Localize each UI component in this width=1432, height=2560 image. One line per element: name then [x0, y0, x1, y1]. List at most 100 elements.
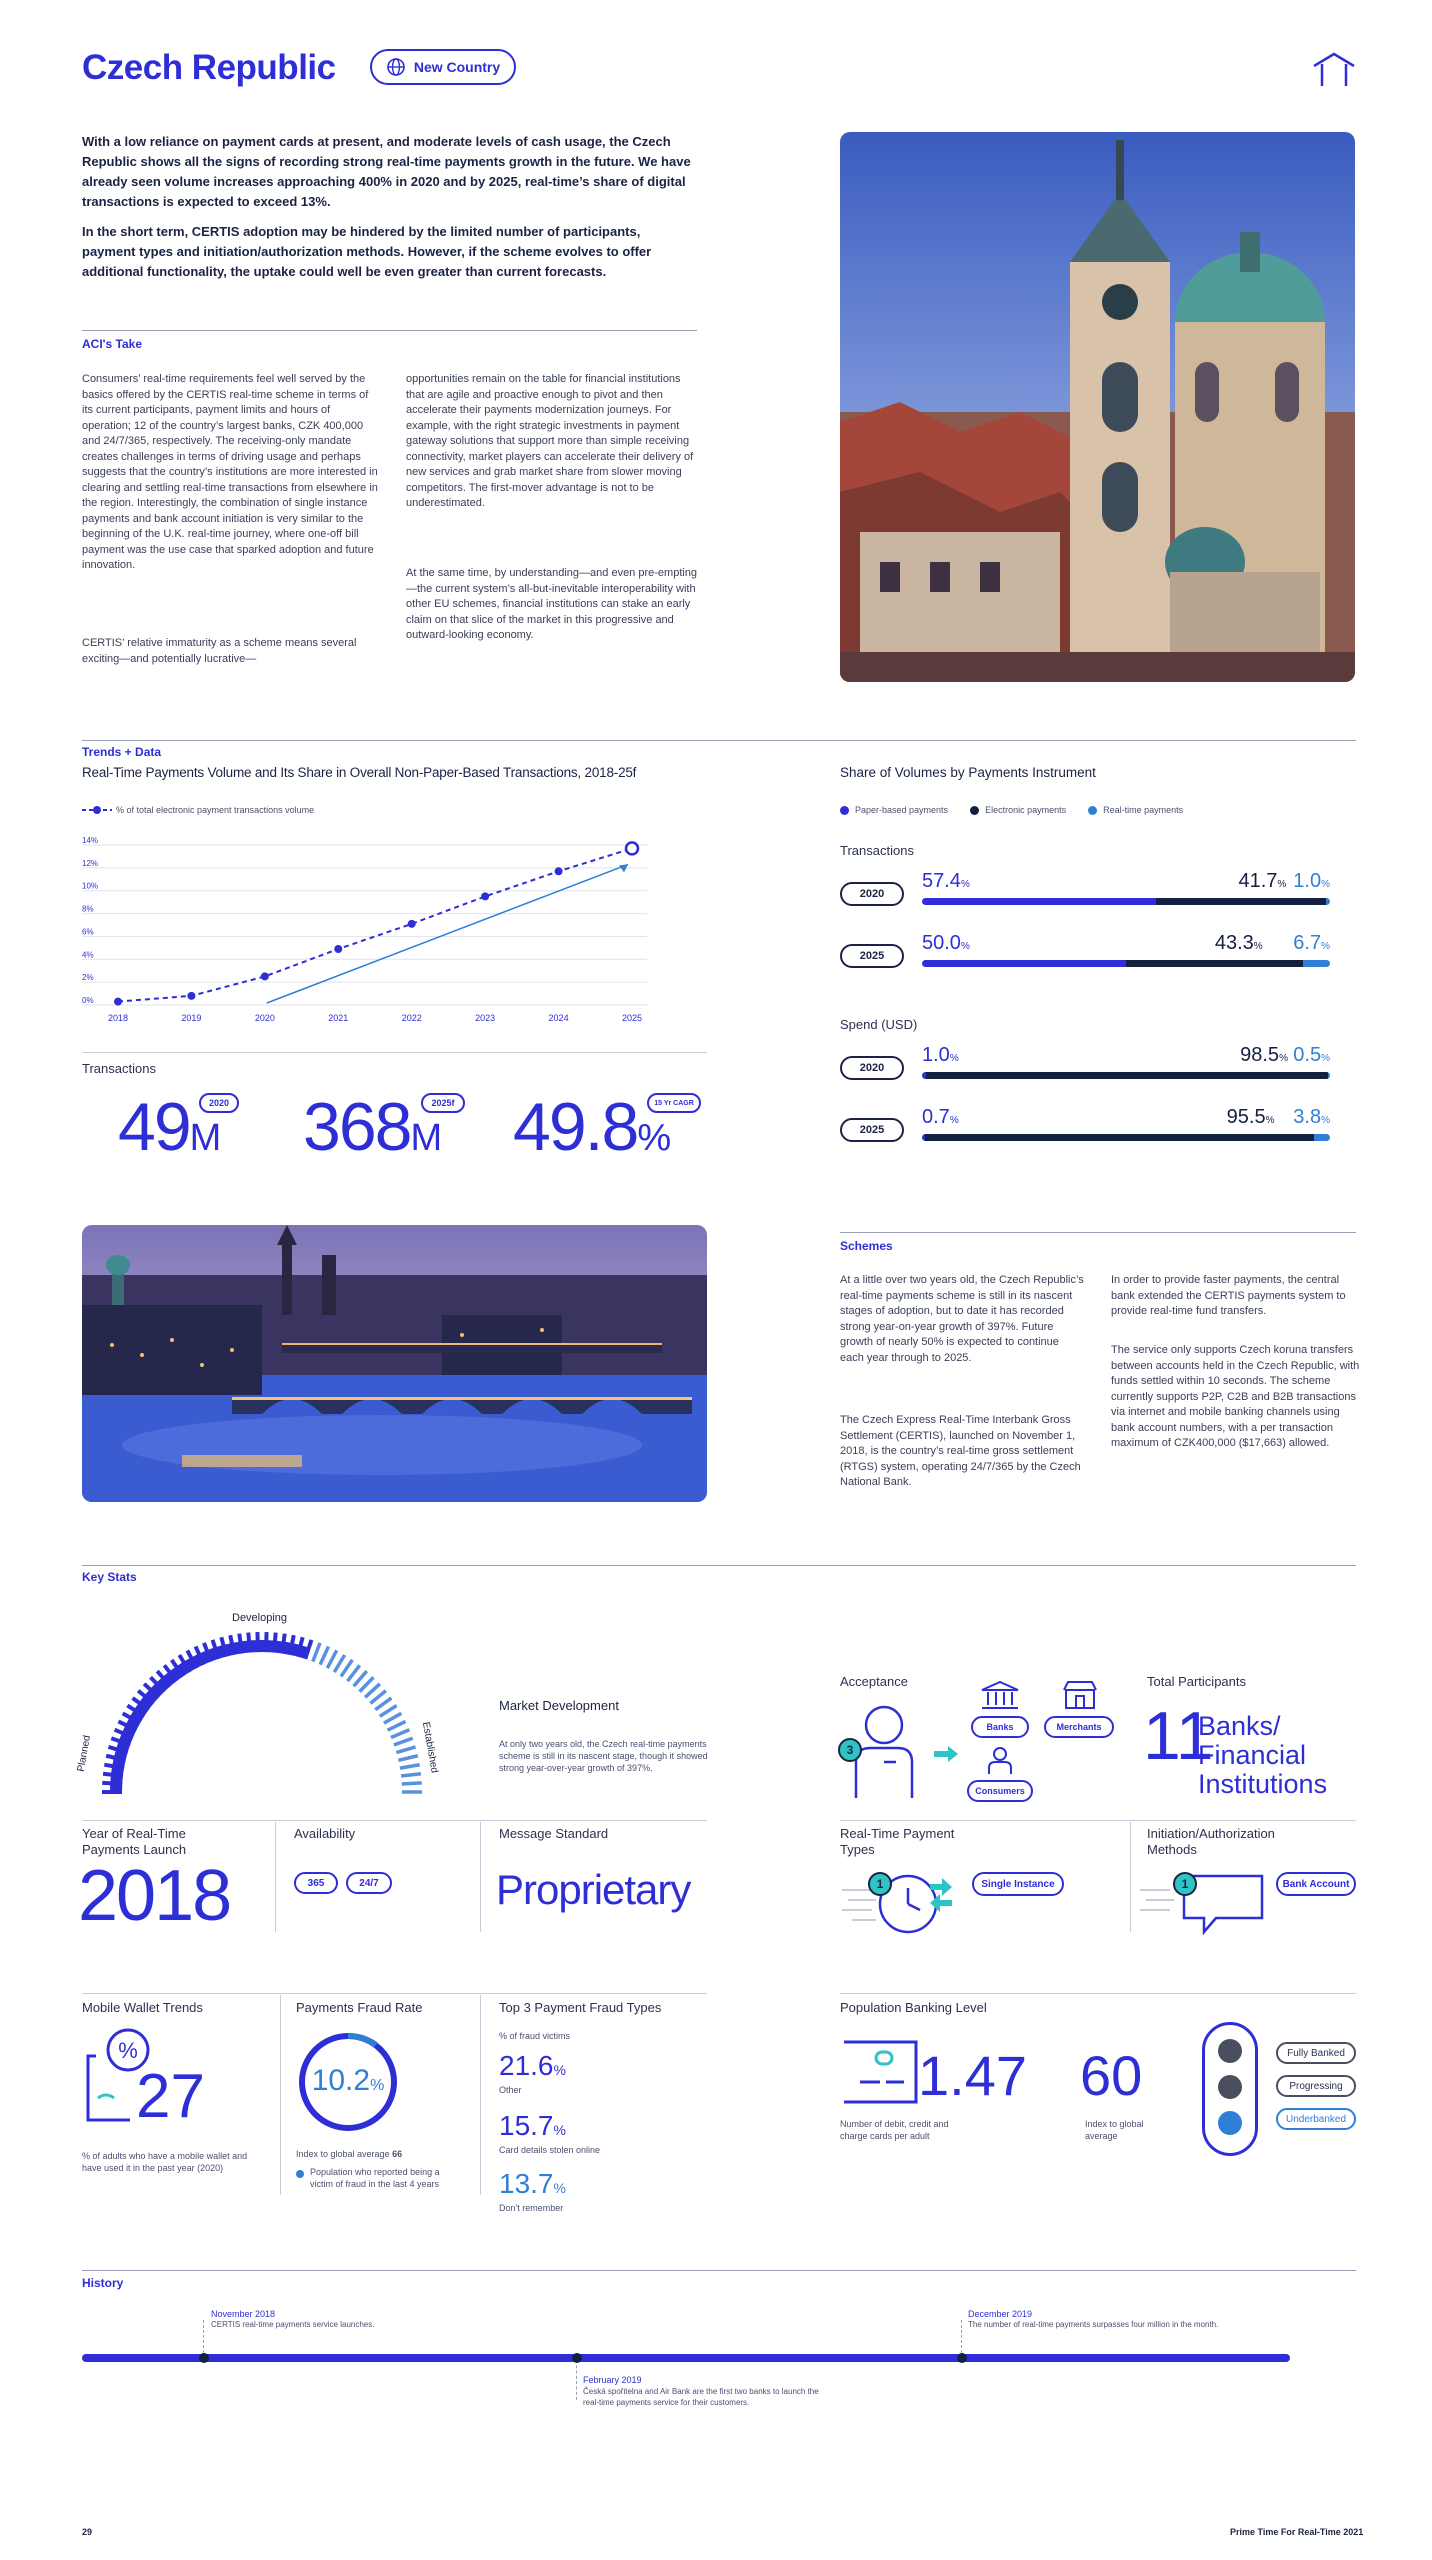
share-transactions-year-0: 2020	[840, 882, 904, 906]
share-segment-paper	[922, 898, 1156, 905]
gauge-tick	[311, 1642, 322, 1663]
share-segment-realtime	[1325, 898, 1330, 905]
share-unit: %	[1277, 879, 1287, 890]
mobile-wallet-title: Mobile Wallet Trends	[82, 2000, 203, 2015]
total-participants-value: 11	[1143, 1698, 1214, 1774]
acceptance-title: Acceptance	[840, 1674, 908, 1689]
population-index-value: 60	[1080, 2044, 1143, 2107]
chart-point	[334, 945, 343, 953]
arrow-right-icon	[934, 1746, 958, 1762]
share-segment-electronic	[926, 1072, 1328, 1079]
stat-2020: 49 M	[118, 1088, 221, 1166]
aci-text-col2b: At the same time, by understanding—and e…	[406, 567, 698, 641]
chart-xtick-label: 2022	[402, 1013, 422, 1023]
aci-take-label: ACI's Take	[82, 337, 142, 351]
fraud-type-percent: %	[553, 2180, 566, 2196]
history-event-3-dot	[957, 2353, 967, 2363]
share-spend-realtime-label-1: 3.8%	[1293, 1106, 1330, 1129]
share-unit: %	[1321, 879, 1330, 890]
history-event-2-date: February 2019	[583, 2375, 642, 2385]
share-value: 57.4	[922, 870, 961, 892]
chart-ytick-label: 2%	[82, 973, 94, 982]
share-value: 98.5	[1240, 1044, 1280, 1066]
intro-paragraph-1: With a low reliance on payment cards at …	[82, 134, 691, 209]
fraud-rate-title: Payments Fraud Rate	[296, 2000, 423, 2015]
gauge-level-arc	[110, 1640, 309, 1793]
stat-cagr: 49.8 %	[513, 1088, 671, 1166]
share-title: Share of Volumes by Payments Instrument	[840, 765, 1096, 780]
share-transactions-paper-label-1: 50.0%	[922, 932, 970, 955]
share-spend-label: Spend (USD)	[840, 1017, 918, 1032]
share-value: 95.5	[1226, 1106, 1266, 1128]
card-icon	[844, 2040, 918, 2104]
population-banking-text: Number of debit, credit and charge cards…	[840, 2119, 949, 2141]
payment-types-title: Real-Time Payment Types	[840, 1826, 955, 1857]
gauge-tick	[369, 1689, 387, 1705]
share-value: 0.7	[922, 1106, 950, 1128]
history-label: History	[82, 2276, 124, 2290]
history-event-1-dot	[199, 2353, 209, 2363]
payment-types-count: 1	[876, 1877, 884, 1891]
aci-text-col1b: CERTIS’ relative immaturity as a scheme …	[82, 637, 357, 665]
share-spend-electronic-label-1: 95.5%	[1227, 1106, 1275, 1129]
mobile-wallet-text: % of adults who have a mobile wallet and…	[82, 2151, 248, 2173]
message-standard-value: Proprietary	[496, 1866, 691, 1913]
gauge-tick	[378, 1704, 398, 1718]
share-value: 1.0	[922, 1044, 950, 1066]
share-spend-bar-1	[922, 1134, 1330, 1141]
stat-2020-value: 49	[118, 1089, 192, 1165]
gauge-tick	[358, 1676, 375, 1693]
fraud-index: Index to global average 66	[296, 2148, 402, 2160]
stat-2020-unit: M	[189, 1117, 222, 1159]
gauge-tick	[397, 1754, 419, 1762]
share-unit: %	[960, 879, 970, 890]
share-spend-electronic-label-0: 98.5%	[1240, 1044, 1288, 1067]
share-segment-paper	[922, 1134, 925, 1141]
history-event-2-dot	[572, 2353, 582, 2363]
new-country-badge: New Country	[370, 49, 516, 85]
gauge-tick	[390, 1728, 411, 1740]
stat-2025: 368 M	[303, 1088, 442, 1166]
gauge-tick	[318, 1645, 331, 1666]
share-spend-realtime-label-0: 0.5%	[1293, 1044, 1330, 1067]
gauge-tick	[395, 1745, 417, 1755]
home-icon[interactable]	[1312, 52, 1356, 88]
share-value: 41.7	[1238, 870, 1278, 892]
share-segment-electronic	[924, 1134, 1315, 1141]
share-unit: %	[1321, 1115, 1330, 1126]
acceptance-merchants: Merchants	[1044, 1716, 1114, 1738]
schemes-col1b: The Czech Express Real-Time Interbank Gr…	[840, 1414, 1081, 1488]
share-value: 0.5	[1293, 1044, 1322, 1066]
payment-type-single-instance: Single Instance	[972, 1872, 1064, 1896]
fraud-type-number: 13.7	[499, 2168, 554, 2199]
availability-247: 24/7	[346, 1872, 392, 1894]
phone-percent-icon: %	[86, 2028, 150, 2122]
gauge-tick	[332, 1654, 347, 1674]
share-value: 1.0	[1293, 870, 1322, 892]
history-event-1-date: November 2018	[211, 2309, 276, 2319]
chart-legend-label: % of total electronic payment transactio…	[116, 805, 315, 815]
gauge-tick	[400, 1772, 422, 1778]
population-banking-value: 1.47	[918, 2044, 1027, 2107]
legend-paper-label: Paper-based payments	[855, 805, 949, 815]
share-unit: %	[1321, 1053, 1330, 1064]
history-timeline	[82, 2354, 1290, 2362]
level-progressing: Progressing	[1276, 2075, 1356, 2097]
fraud-index-label: Index to global average	[296, 2149, 390, 2159]
fraud-type-value-2: 13.7%	[499, 2168, 566, 2200]
svg-text:%: %	[118, 2038, 138, 2063]
chart-point	[624, 841, 640, 856]
share-segment-paper	[922, 1072, 927, 1079]
total-participants-text: Banks/ Financial Institutions	[1198, 1711, 1328, 1799]
prague-bridges-photo	[82, 1225, 707, 1502]
share-segment-electronic	[1155, 898, 1326, 905]
message-standard-title: Message Standard	[499, 1826, 609, 1841]
globe-icon	[387, 58, 405, 76]
fraud-rate-value: 10.2	[311, 2064, 371, 2097]
aci-text-col2a: opportunities remain on the table for fi…	[406, 373, 694, 509]
history-event-3-text: The number of real-time payments surpass…	[968, 2320, 1219, 2329]
share-segment-paper	[922, 960, 1126, 967]
fraud-rate-unit: %	[370, 2077, 385, 2094]
light-fully-banked	[1218, 2039, 1242, 2063]
availability-365: 365	[294, 1872, 338, 1894]
